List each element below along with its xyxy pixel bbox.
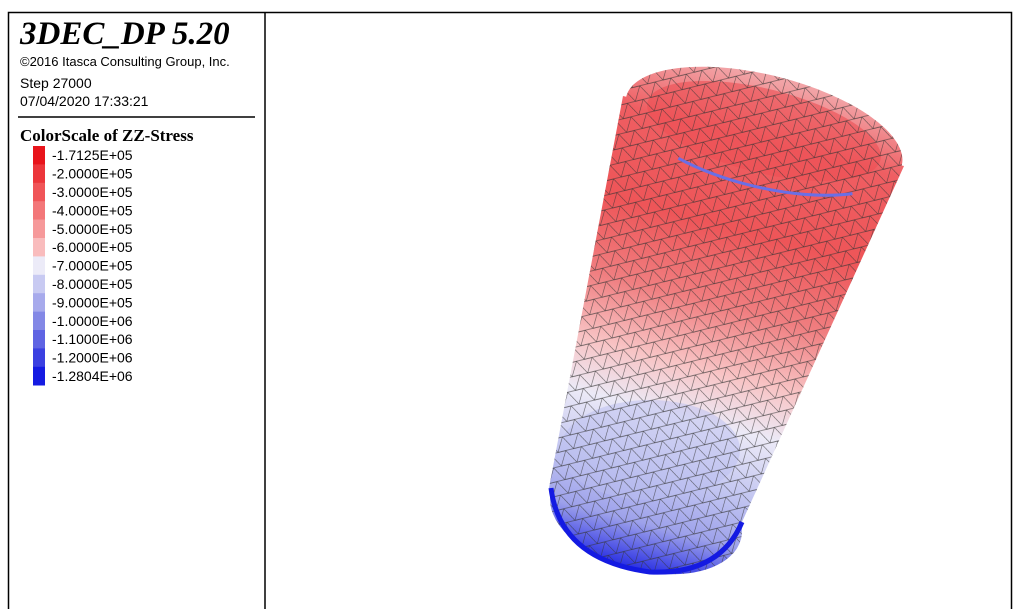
legend-swatch	[33, 348, 45, 368]
legend-swatch	[33, 201, 45, 220]
legend-label: -1.7125E+05	[52, 147, 133, 163]
legend-swatch	[33, 164, 45, 184]
legend-label: -9.0000E+05	[52, 294, 133, 310]
legend-label: -6.0000E+05	[52, 239, 133, 255]
legend-swatch	[33, 330, 45, 349]
legend-label: -5.0000E+05	[52, 221, 133, 237]
legend: -1.7125E+05 -2.0000E+05 -3.0000E+05 -4.0000…	[33, 146, 133, 386]
legend-title: ColorScale of ZZ-Stress	[20, 126, 194, 145]
legend-label: -4.0000E+05	[52, 202, 133, 218]
legend-swatch	[33, 146, 45, 165]
frame	[7, 11, 1013, 609]
legend-swatch	[33, 311, 45, 331]
legend-label: -1.1000E+06	[52, 331, 133, 347]
legend-swatch	[33, 219, 45, 239]
top-rim	[624, 65, 904, 197]
legend-swatch	[33, 238, 45, 257]
app-title: 3DEC_DP 5.20	[19, 16, 230, 52]
legend-swatch	[33, 366, 45, 386]
legend-swatch	[33, 274, 45, 294]
legend-swatch	[33, 256, 45, 276]
legend-label: -1.2804E+06	[52, 368, 133, 384]
cylinder-model	[540, 60, 916, 580]
legend-swatch	[33, 182, 45, 202]
legend-label: -3.0000E+05	[52, 184, 133, 200]
legend-label: -2.0000E+05	[52, 166, 133, 182]
legend-label: -8.0000E+05	[52, 276, 133, 292]
step: Step 27000	[20, 75, 92, 91]
copyright: ©2016 Itasca Consulting Group, Inc.	[20, 54, 230, 69]
bottom-rim	[548, 487, 745, 575]
legend-swatch	[33, 293, 45, 312]
legend-label: -7.0000E+05	[52, 258, 133, 274]
legend-label: -1.0000E+06	[52, 313, 133, 329]
legend-label: -1.2000E+06	[52, 350, 133, 366]
timestamp: 07/04/2020 17:33:21	[20, 93, 149, 109]
